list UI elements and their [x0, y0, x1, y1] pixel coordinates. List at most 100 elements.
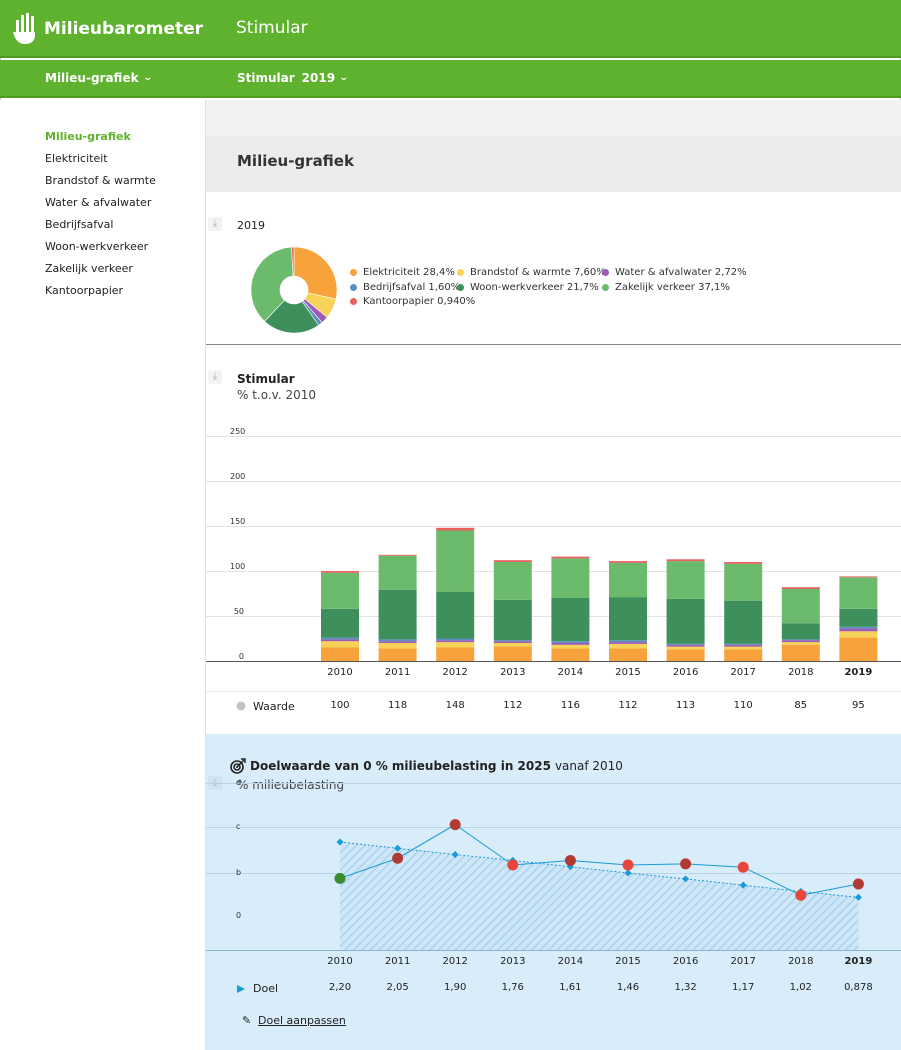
pie-legend-item[interactable]: Bedrijfsafval 1,60%	[350, 282, 460, 293]
sidebar-item-elektriciteit[interactable]: Elektriciteit	[45, 152, 108, 165]
legend-dot	[350, 284, 357, 291]
sidebar-item-kantoorpapier[interactable]: Kantoorpapier	[45, 284, 124, 297]
bar-segment	[551, 556, 590, 559]
bar-segment	[839, 608, 878, 627]
x-axis-line	[206, 661, 901, 662]
target-icon	[230, 758, 246, 774]
x-tick-label: 2012	[442, 667, 468, 678]
doel-label: Doel	[253, 982, 279, 995]
x-tick-label: 2016	[672, 667, 699, 678]
app-title: Stimular	[236, 18, 308, 38]
bar-segment	[436, 530, 475, 592]
sidebar-item-zakelijk-verkeer[interactable]: Zakelijk verkeer	[45, 262, 133, 275]
actual-marker	[507, 859, 519, 871]
download-icon[interactable]: ⤓	[208, 370, 222, 384]
goal-x-tick-label: 2017	[730, 956, 756, 967]
x-tick-label: 2013	[500, 667, 526, 678]
goal-title: Doelwaarde van 0 % milieubelasting in 20…	[230, 758, 623, 774]
pie-legend-item[interactable]: Woon-werkverkeer 21,7%	[457, 282, 599, 293]
pie-legend-item[interactable]: Elektriciteit 28,4%	[350, 267, 455, 278]
data-value-label: 113	[676, 700, 696, 711]
y-tick-label: 250	[230, 427, 246, 436]
goal-value-label: 2,05	[386, 982, 409, 993]
goal-y-tick-label: d	[236, 778, 242, 787]
actual-marker	[737, 861, 749, 873]
brand[interactable]: Milieubarometer	[12, 12, 203, 46]
bar-segment	[839, 626, 878, 629]
pencil-icon: ✎	[242, 1014, 252, 1027]
goal-y-tick-label: b	[236, 868, 242, 877]
goal-marker	[624, 869, 632, 877]
bar-segment	[321, 637, 359, 640]
sidebar-item-woon-werkverkeer[interactable]: Woon-werkverkeer	[45, 240, 149, 253]
view-dropdown[interactable]: Milieu-grafiek ⌄	[45, 71, 153, 85]
goal-x-tick-label: 2010	[327, 956, 353, 967]
y-gridline	[206, 436, 901, 437]
sidebar-item-bedrijfsafval[interactable]: Bedrijfsafval	[45, 218, 114, 231]
data-value-label: 100	[330, 700, 350, 711]
bar-segment	[724, 563, 763, 601]
goal-x-axis	[206, 950, 901, 951]
pie-legend-item[interactable]: Zakelijk verkeer 37,1%	[602, 282, 730, 293]
legend-dot	[350, 269, 357, 276]
goal-line	[339, 841, 859, 898]
bar-segment	[321, 572, 359, 609]
goal-panel: Doelwaarde van 0 % milieubelasting in 20…	[206, 734, 901, 1050]
actual-marker	[392, 852, 404, 864]
pie-legend-item[interactable]: Brandstof & warmte 7,60%	[457, 267, 606, 278]
bar-segment	[724, 600, 763, 644]
bar-segment	[666, 598, 705, 644]
bar-segment	[493, 641, 532, 643]
legend-dot	[457, 269, 464, 276]
legend-label: Elektriciteit 28,4%	[363, 267, 455, 278]
bar-segment	[321, 641, 359, 648]
bar-chart-subtitle: % t.o.v. 2010	[237, 388, 317, 402]
page-title: Milieu-grafiek	[237, 152, 354, 170]
pie-chart	[250, 246, 338, 334]
goal-x-tick-label: 2019	[844, 956, 873, 967]
bar-segment	[781, 623, 820, 640]
goal-subtitle: % milieubelasting	[237, 778, 345, 792]
legend-label: Bedrijfsafval 1,60%	[363, 282, 461, 293]
bar-segment	[493, 599, 532, 641]
goal-marker	[854, 893, 862, 901]
bar-segment	[378, 641, 417, 643]
bar-segment	[609, 643, 647, 649]
actual-marker	[680, 858, 692, 870]
bar-segment	[839, 576, 878, 578]
bar-segment	[781, 587, 820, 589]
goal-y-tick-label: c	[236, 822, 241, 831]
sidebar-item-milieu-grafiek[interactable]: Milieu-grafiek	[45, 130, 131, 143]
edit-goal-link[interactable]: Doel aanpassen	[258, 1014, 346, 1027]
bar-segment	[839, 637, 878, 661]
bar-segment	[724, 562, 763, 564]
view-dropdown-label: Milieu-grafiek	[45, 71, 139, 85]
sidebar-item-water[interactable]: Water & afvalwater	[45, 196, 152, 209]
download-icon[interactable]: ⤓	[208, 217, 222, 231]
bar-segment	[436, 527, 475, 531]
bar-segment	[436, 647, 475, 661]
bar-segment	[551, 598, 590, 642]
bar-segment	[321, 571, 359, 573]
org-year-dropdown[interactable]: Stimular 2019 ⌄	[237, 71, 349, 85]
goal-value-label: 1,61	[559, 982, 582, 993]
pie-legend-item[interactable]: Water & afvalwater 2,72%	[602, 267, 747, 278]
legend-label: Kantoorpapier 0,940%	[363, 296, 476, 307]
goal-title-bold: Doelwaarde van 0 % milieubelasting in 20…	[250, 759, 551, 773]
pie-slice-6	[291, 246, 295, 277]
legend-dot	[457, 284, 464, 291]
legend-dot	[602, 284, 609, 291]
bar-segment	[666, 559, 705, 562]
bar-segment	[839, 577, 878, 609]
bar-segment	[609, 561, 647, 563]
bar-segment	[781, 589, 820, 624]
title-bar: Milieu-grafiek	[206, 100, 901, 192]
bar-segment	[321, 639, 359, 642]
bar-segment	[781, 639, 820, 641]
bar-segment	[321, 608, 359, 638]
bar-segment	[609, 597, 647, 641]
pie-legend-item[interactable]: Kantoorpapier 0,940%	[350, 296, 475, 307]
goal-marker	[739, 881, 747, 889]
goal-x-tick-label: 2013	[500, 956, 526, 967]
sidebar-item-brandstof[interactable]: Brandstof & warmte	[45, 174, 156, 187]
